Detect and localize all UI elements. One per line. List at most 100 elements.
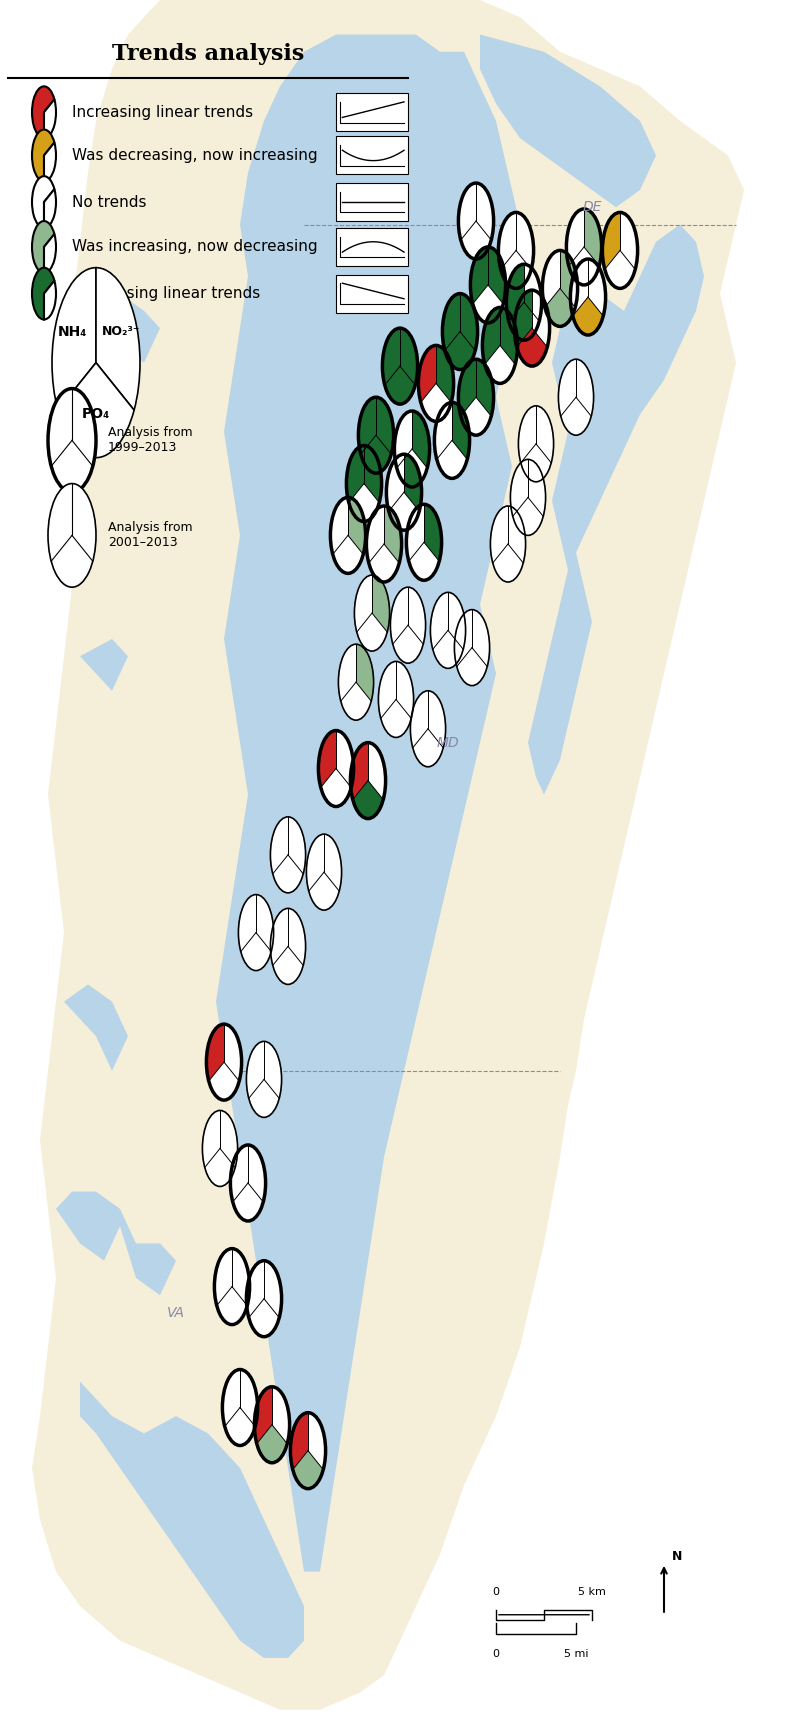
- Wedge shape: [561, 397, 591, 435]
- Wedge shape: [264, 1261, 282, 1318]
- Wedge shape: [248, 1145, 266, 1202]
- Wedge shape: [256, 895, 274, 952]
- Wedge shape: [381, 699, 411, 737]
- Wedge shape: [488, 247, 506, 304]
- Wedge shape: [324, 834, 342, 891]
- Wedge shape: [338, 644, 356, 701]
- Wedge shape: [246, 1261, 264, 1318]
- Wedge shape: [336, 731, 354, 788]
- Text: Trends analysis: Trends analysis: [112, 43, 304, 66]
- Wedge shape: [428, 691, 446, 748]
- Wedge shape: [576, 359, 594, 416]
- Wedge shape: [506, 264, 524, 321]
- Wedge shape: [309, 872, 339, 910]
- Wedge shape: [368, 743, 386, 800]
- Wedge shape: [510, 459, 528, 516]
- Wedge shape: [361, 435, 391, 473]
- Wedge shape: [369, 544, 399, 582]
- Wedge shape: [293, 1451, 323, 1489]
- Wedge shape: [454, 610, 472, 667]
- Wedge shape: [437, 440, 467, 478]
- Polygon shape: [480, 35, 656, 207]
- Text: Was increasing, now decreasing: Was increasing, now decreasing: [72, 240, 318, 254]
- Wedge shape: [214, 1249, 232, 1306]
- Wedge shape: [558, 359, 576, 416]
- Wedge shape: [386, 454, 404, 511]
- Wedge shape: [620, 212, 638, 269]
- Wedge shape: [333, 535, 363, 573]
- Polygon shape: [32, 0, 744, 1710]
- Wedge shape: [569, 247, 599, 285]
- Wedge shape: [413, 729, 443, 767]
- Wedge shape: [220, 1110, 238, 1167]
- Wedge shape: [514, 290, 532, 347]
- Bar: [336, 228, 408, 266]
- Wedge shape: [44, 143, 56, 181]
- Wedge shape: [233, 1183, 263, 1221]
- Wedge shape: [508, 506, 526, 563]
- Wedge shape: [509, 302, 539, 340]
- Wedge shape: [341, 682, 371, 720]
- Circle shape: [48, 484, 96, 587]
- Wedge shape: [470, 247, 488, 304]
- Text: N: N: [672, 1549, 682, 1563]
- Text: 5 mi: 5 mi: [564, 1649, 588, 1660]
- Wedge shape: [602, 212, 620, 269]
- Wedge shape: [476, 183, 494, 240]
- Wedge shape: [44, 282, 56, 319]
- Text: Decreasing linear trends: Decreasing linear trends: [72, 287, 260, 300]
- Wedge shape: [393, 625, 423, 663]
- Wedge shape: [350, 743, 368, 800]
- Wedge shape: [458, 183, 476, 240]
- Wedge shape: [385, 366, 415, 404]
- Wedge shape: [389, 492, 419, 530]
- Wedge shape: [32, 130, 54, 181]
- Wedge shape: [409, 542, 439, 580]
- Wedge shape: [472, 610, 490, 667]
- Wedge shape: [290, 1413, 308, 1470]
- Wedge shape: [396, 661, 414, 718]
- Wedge shape: [473, 285, 503, 323]
- Wedge shape: [224, 1024, 242, 1081]
- Wedge shape: [410, 691, 428, 748]
- Wedge shape: [270, 817, 288, 874]
- Wedge shape: [516, 212, 534, 269]
- Wedge shape: [436, 345, 454, 402]
- Wedge shape: [588, 259, 606, 316]
- Bar: [336, 275, 408, 313]
- Wedge shape: [366, 506, 384, 563]
- Wedge shape: [390, 587, 408, 644]
- Wedge shape: [536, 406, 554, 463]
- Wedge shape: [240, 1370, 258, 1427]
- Wedge shape: [288, 817, 306, 874]
- Wedge shape: [321, 769, 351, 807]
- Wedge shape: [490, 506, 508, 563]
- Wedge shape: [528, 459, 546, 516]
- Wedge shape: [254, 1387, 272, 1444]
- Wedge shape: [32, 268, 54, 319]
- Wedge shape: [372, 575, 390, 632]
- Wedge shape: [518, 406, 536, 463]
- Text: 0: 0: [493, 1649, 499, 1660]
- Wedge shape: [32, 176, 54, 228]
- Wedge shape: [246, 1041, 264, 1098]
- Text: Was decreasing, now increasing: Was decreasing, now increasing: [72, 149, 318, 162]
- Wedge shape: [378, 661, 396, 718]
- Wedge shape: [238, 895, 256, 952]
- Wedge shape: [460, 294, 478, 351]
- Wedge shape: [308, 1413, 326, 1470]
- Wedge shape: [364, 446, 382, 503]
- Wedge shape: [357, 613, 387, 651]
- Wedge shape: [500, 307, 518, 364]
- Polygon shape: [96, 294, 160, 363]
- Wedge shape: [573, 297, 603, 335]
- Wedge shape: [476, 359, 494, 416]
- Wedge shape: [412, 411, 430, 468]
- Wedge shape: [517, 328, 547, 366]
- Wedge shape: [498, 212, 516, 269]
- Wedge shape: [382, 328, 400, 385]
- Wedge shape: [560, 250, 578, 307]
- Wedge shape: [418, 345, 436, 402]
- Text: NO₂³⁻: NO₂³⁻: [102, 325, 141, 338]
- Text: DE: DE: [582, 200, 602, 214]
